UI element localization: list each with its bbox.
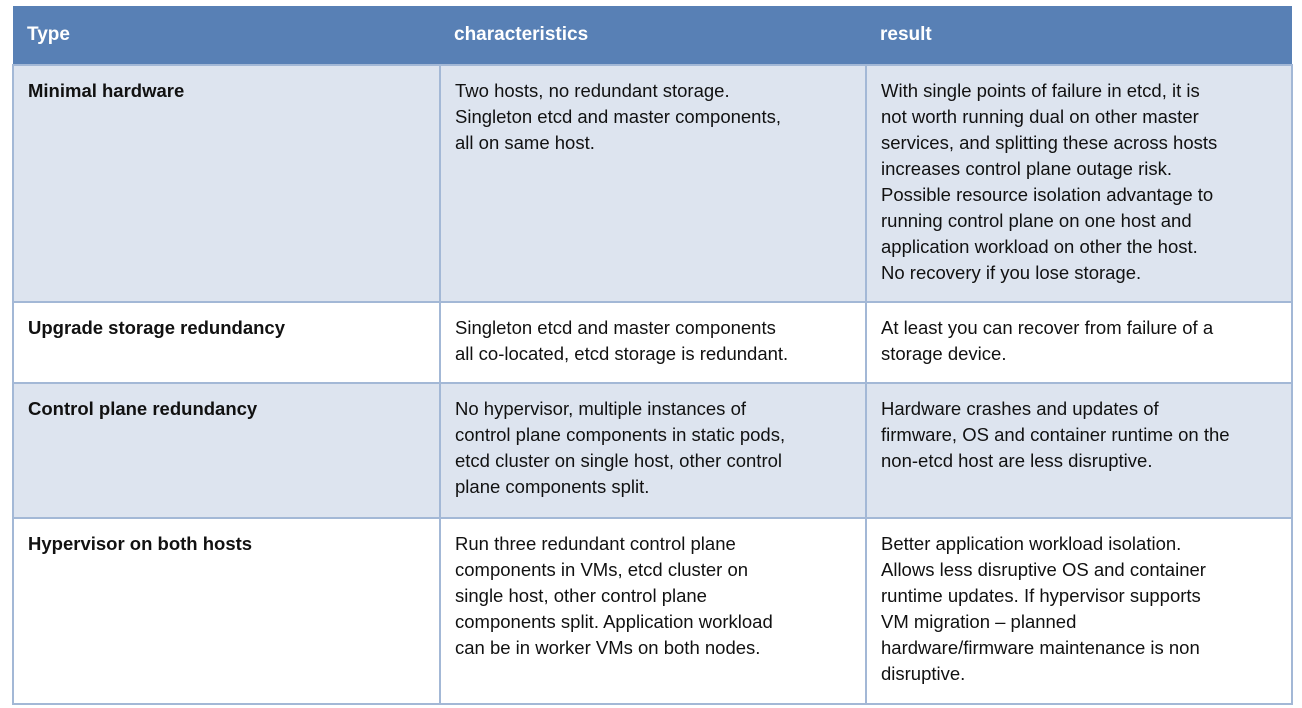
- cell-result: Hardware crashes and updates of firmware…: [865, 382, 1293, 519]
- table-row: Minimal hardware Two hosts, no redundant…: [12, 64, 1293, 303]
- header-row: Type characteristics result: [13, 6, 1292, 65]
- header-type: Type: [13, 6, 440, 65]
- table-row: Upgrade storage redundancy Singleton etc…: [12, 301, 1293, 384]
- cell-characteristics: Run three redundant control plane compon…: [439, 517, 867, 705]
- cell-type: Upgrade storage redundancy: [12, 301, 441, 384]
- header-characteristics: characteristics: [440, 6, 866, 65]
- table-row: Hypervisor on both hosts Run three redun…: [12, 517, 1293, 705]
- cell-type: Minimal hardware: [12, 64, 441, 303]
- cell-type: Control plane redundancy: [12, 382, 441, 519]
- header-result: result: [866, 6, 1292, 65]
- cell-result: Better application workload isolation. A…: [865, 517, 1293, 705]
- comparison-table: Type characteristics result Minimal hard…: [12, 6, 1293, 705]
- cell-type: Hypervisor on both hosts: [12, 517, 441, 705]
- cell-characteristics: No hypervisor, multiple instances of con…: [439, 382, 867, 519]
- cell-characteristics: Two hosts, no redundant storage. Singlet…: [439, 64, 867, 303]
- cell-result: With single points of failure in etcd, i…: [865, 64, 1293, 303]
- cell-result: At least you can recover from failure of…: [865, 301, 1293, 384]
- cell-characteristics: Singleton etcd and master components all…: [439, 301, 867, 384]
- table-row: Control plane redundancy No hypervisor, …: [12, 382, 1293, 519]
